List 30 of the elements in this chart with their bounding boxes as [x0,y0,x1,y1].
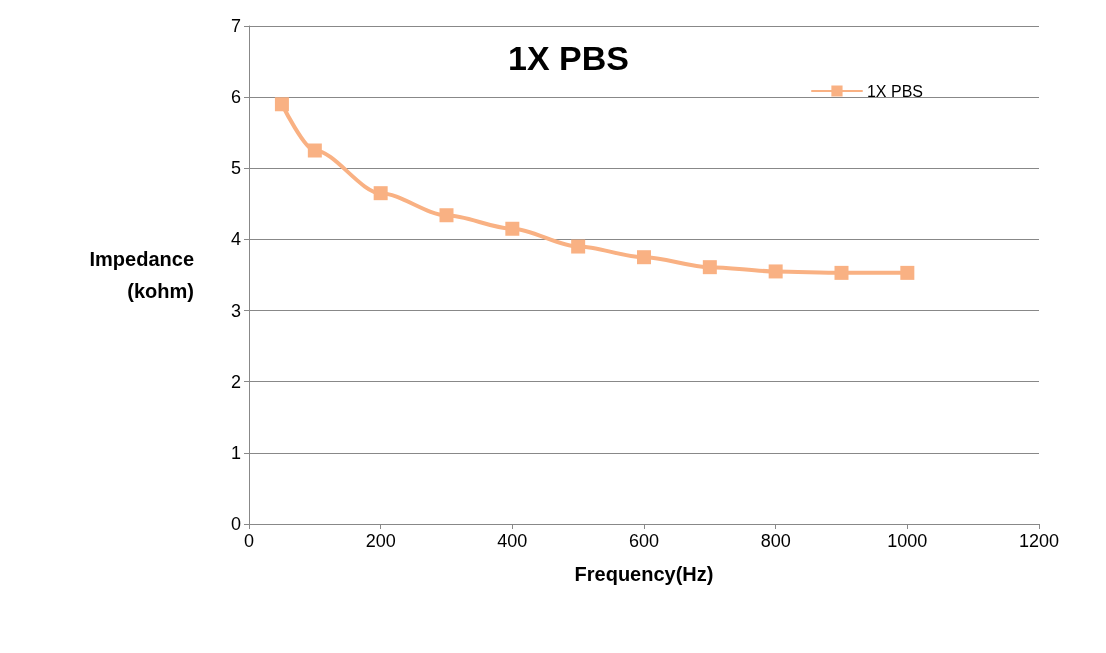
point [571,239,586,254]
x-tick-label: 1200 [1018,531,1060,551]
x-tick-label: 800 [760,531,791,551]
point [900,265,915,280]
chart-title: 1X PBS [508,39,629,77]
legend-label: 1X PBS [866,82,923,100]
y-tick-label: 2 [230,371,241,392]
point [637,250,651,265]
y-tick-label: 0 [230,514,241,534]
x-tick-label: 0 [243,531,255,551]
x-tick-label: 200 [365,531,396,551]
x-tick-label: 600 [628,531,660,551]
y-axis-title: Impedance (kohm) [89,248,194,302]
point [274,97,289,112]
point [439,208,454,223]
y-tick-label: 3 [230,300,241,321]
point [505,221,520,236]
x-tick-label: 400 [497,531,528,551]
point [834,265,849,280]
y-tick-label: 7 [230,16,241,36]
y-tick-label: 6 [230,87,241,108]
point [307,143,322,158]
x-tick-label: 1000 [887,531,928,551]
y-tick-label: 4 [230,229,241,250]
point [373,186,388,201]
x-axis-title: Frequency(Hz) [574,563,714,585]
y-tick-label: 5 [230,158,241,179]
point [702,260,717,275]
point [768,264,783,279]
y-tick-label: 1 [230,442,241,463]
